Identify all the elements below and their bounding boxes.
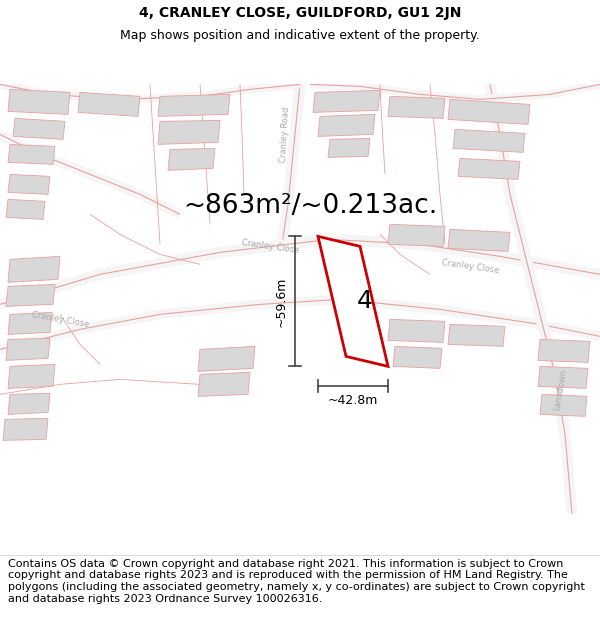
Polygon shape — [6, 338, 50, 361]
Text: 4: 4 — [357, 289, 373, 313]
Text: Map shows position and indicative extent of the property.: Map shows position and indicative extent… — [120, 29, 480, 42]
Polygon shape — [8, 256, 60, 282]
Polygon shape — [78, 92, 140, 116]
Polygon shape — [8, 312, 52, 334]
Text: Cranley Close: Cranley Close — [241, 238, 299, 255]
Polygon shape — [388, 224, 445, 246]
Text: ~42.8m: ~42.8m — [328, 394, 378, 407]
Polygon shape — [6, 284, 55, 306]
Polygon shape — [393, 346, 442, 368]
Polygon shape — [448, 324, 505, 346]
Polygon shape — [453, 129, 525, 152]
Text: Contains OS data © Crown copyright and database right 2021. This information is : Contains OS data © Crown copyright and d… — [8, 559, 584, 604]
Text: Cranley Close: Cranley Close — [440, 258, 499, 275]
Polygon shape — [318, 114, 375, 136]
Polygon shape — [8, 89, 70, 114]
Polygon shape — [388, 96, 445, 118]
Polygon shape — [198, 346, 255, 371]
Polygon shape — [168, 148, 215, 171]
Text: ~863m²/~0.213ac.: ~863m²/~0.213ac. — [183, 193, 437, 219]
Polygon shape — [13, 118, 65, 139]
Polygon shape — [448, 229, 510, 251]
Polygon shape — [538, 339, 590, 362]
Polygon shape — [8, 144, 55, 164]
Polygon shape — [198, 372, 250, 396]
Polygon shape — [8, 174, 50, 194]
Polygon shape — [158, 121, 220, 144]
Polygon shape — [3, 418, 48, 441]
Polygon shape — [540, 394, 587, 416]
Text: Cranley Close: Cranley Close — [31, 310, 89, 329]
Polygon shape — [8, 364, 55, 388]
Polygon shape — [6, 199, 45, 219]
Polygon shape — [328, 138, 370, 158]
Polygon shape — [448, 99, 530, 124]
Text: Lansdown: Lansdown — [552, 368, 568, 411]
Text: Cranley Road: Cranley Road — [279, 106, 291, 162]
Text: ~59.6m: ~59.6m — [275, 276, 287, 326]
Polygon shape — [458, 158, 520, 179]
Polygon shape — [388, 319, 445, 342]
Text: 4, CRANLEY CLOSE, GUILDFORD, GU1 2JN: 4, CRANLEY CLOSE, GUILDFORD, GU1 2JN — [139, 6, 461, 20]
Polygon shape — [8, 393, 50, 414]
Polygon shape — [158, 94, 230, 116]
Polygon shape — [318, 236, 388, 366]
Polygon shape — [538, 366, 588, 388]
Polygon shape — [313, 91, 380, 112]
